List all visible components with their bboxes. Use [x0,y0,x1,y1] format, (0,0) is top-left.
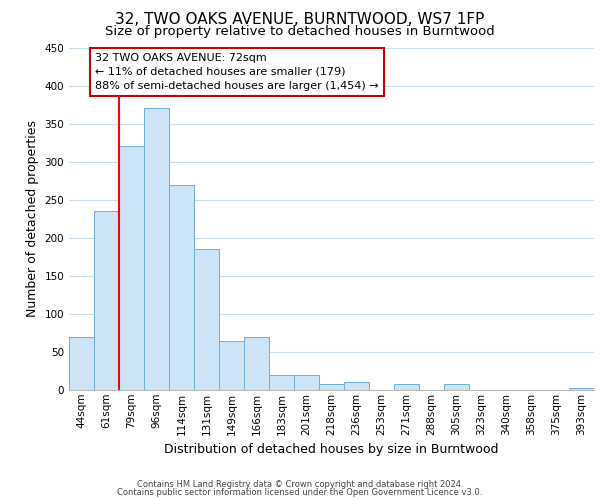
Text: Contains public sector information licensed under the Open Government Licence v3: Contains public sector information licen… [118,488,482,497]
Bar [294,375,319,390]
Text: 32, TWO OAKS AVENUE, BURNTWOOD, WS7 1FP: 32, TWO OAKS AVENUE, BURNTWOOD, WS7 1FP [115,12,485,28]
Text: Contains HM Land Registry data © Crown copyright and database right 2024.: Contains HM Land Registry data © Crown c… [137,480,463,489]
Bar [194,249,219,390]
Bar [69,336,94,390]
Bar [144,108,169,390]
Bar [444,384,469,390]
Text: 32 TWO OAKS AVENUE: 72sqm
← 11% of detached houses are smaller (179)
88% of semi: 32 TWO OAKS AVENUE: 72sqm ← 11% of detac… [95,52,379,90]
Bar [219,340,244,390]
Bar [244,336,269,390]
Bar [119,146,144,390]
X-axis label: Distribution of detached houses by size in Burntwood: Distribution of detached houses by size … [164,443,499,456]
Bar [169,184,194,390]
Text: Size of property relative to detached houses in Burntwood: Size of property relative to detached ho… [105,25,495,38]
Bar [394,384,419,390]
Bar [94,211,119,390]
Bar [319,384,344,390]
Bar [569,388,594,390]
Bar [269,375,294,390]
Y-axis label: Number of detached properties: Number of detached properties [26,120,39,318]
Bar [344,382,369,390]
